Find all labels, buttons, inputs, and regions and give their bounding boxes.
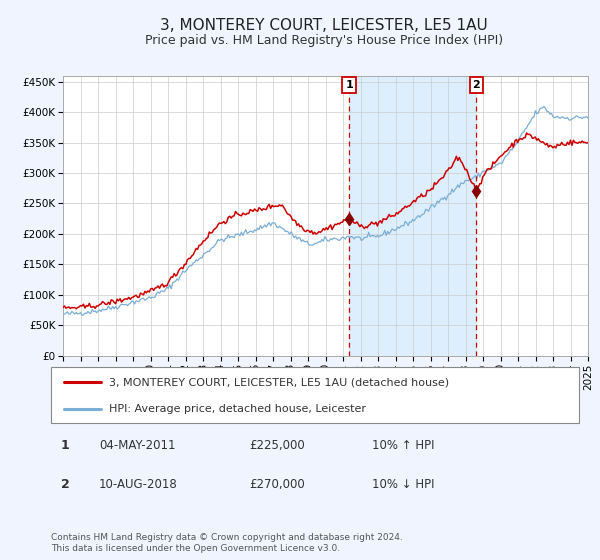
Text: Contains HM Land Registry data © Crown copyright and database right 2024.
This d: Contains HM Land Registry data © Crown c…	[51, 533, 403, 553]
Text: 2: 2	[472, 80, 480, 90]
Text: Price paid vs. HM Land Registry's House Price Index (HPI): Price paid vs. HM Land Registry's House …	[145, 34, 503, 47]
Text: 3, MONTEREY COURT, LEICESTER, LE5 1AU (detached house): 3, MONTEREY COURT, LEICESTER, LE5 1AU (d…	[109, 377, 449, 388]
Text: 10-AUG-2018: 10-AUG-2018	[99, 478, 178, 492]
Text: £270,000: £270,000	[249, 478, 305, 492]
Text: 04-MAY-2011: 04-MAY-2011	[99, 439, 176, 452]
Text: 3, MONTEREY COURT, LEICESTER, LE5 1AU: 3, MONTEREY COURT, LEICESTER, LE5 1AU	[160, 18, 488, 33]
Text: £225,000: £225,000	[249, 439, 305, 452]
Text: 1: 1	[61, 439, 70, 452]
Text: 1: 1	[345, 80, 353, 90]
Text: 10% ↑ HPI: 10% ↑ HPI	[372, 439, 434, 452]
Bar	[349, 76, 476, 356]
Text: 2: 2	[61, 478, 70, 492]
Text: HPI: Average price, detached house, Leicester: HPI: Average price, detached house, Leic…	[109, 404, 366, 414]
Text: 10% ↓ HPI: 10% ↓ HPI	[372, 478, 434, 492]
FancyBboxPatch shape	[51, 367, 579, 423]
